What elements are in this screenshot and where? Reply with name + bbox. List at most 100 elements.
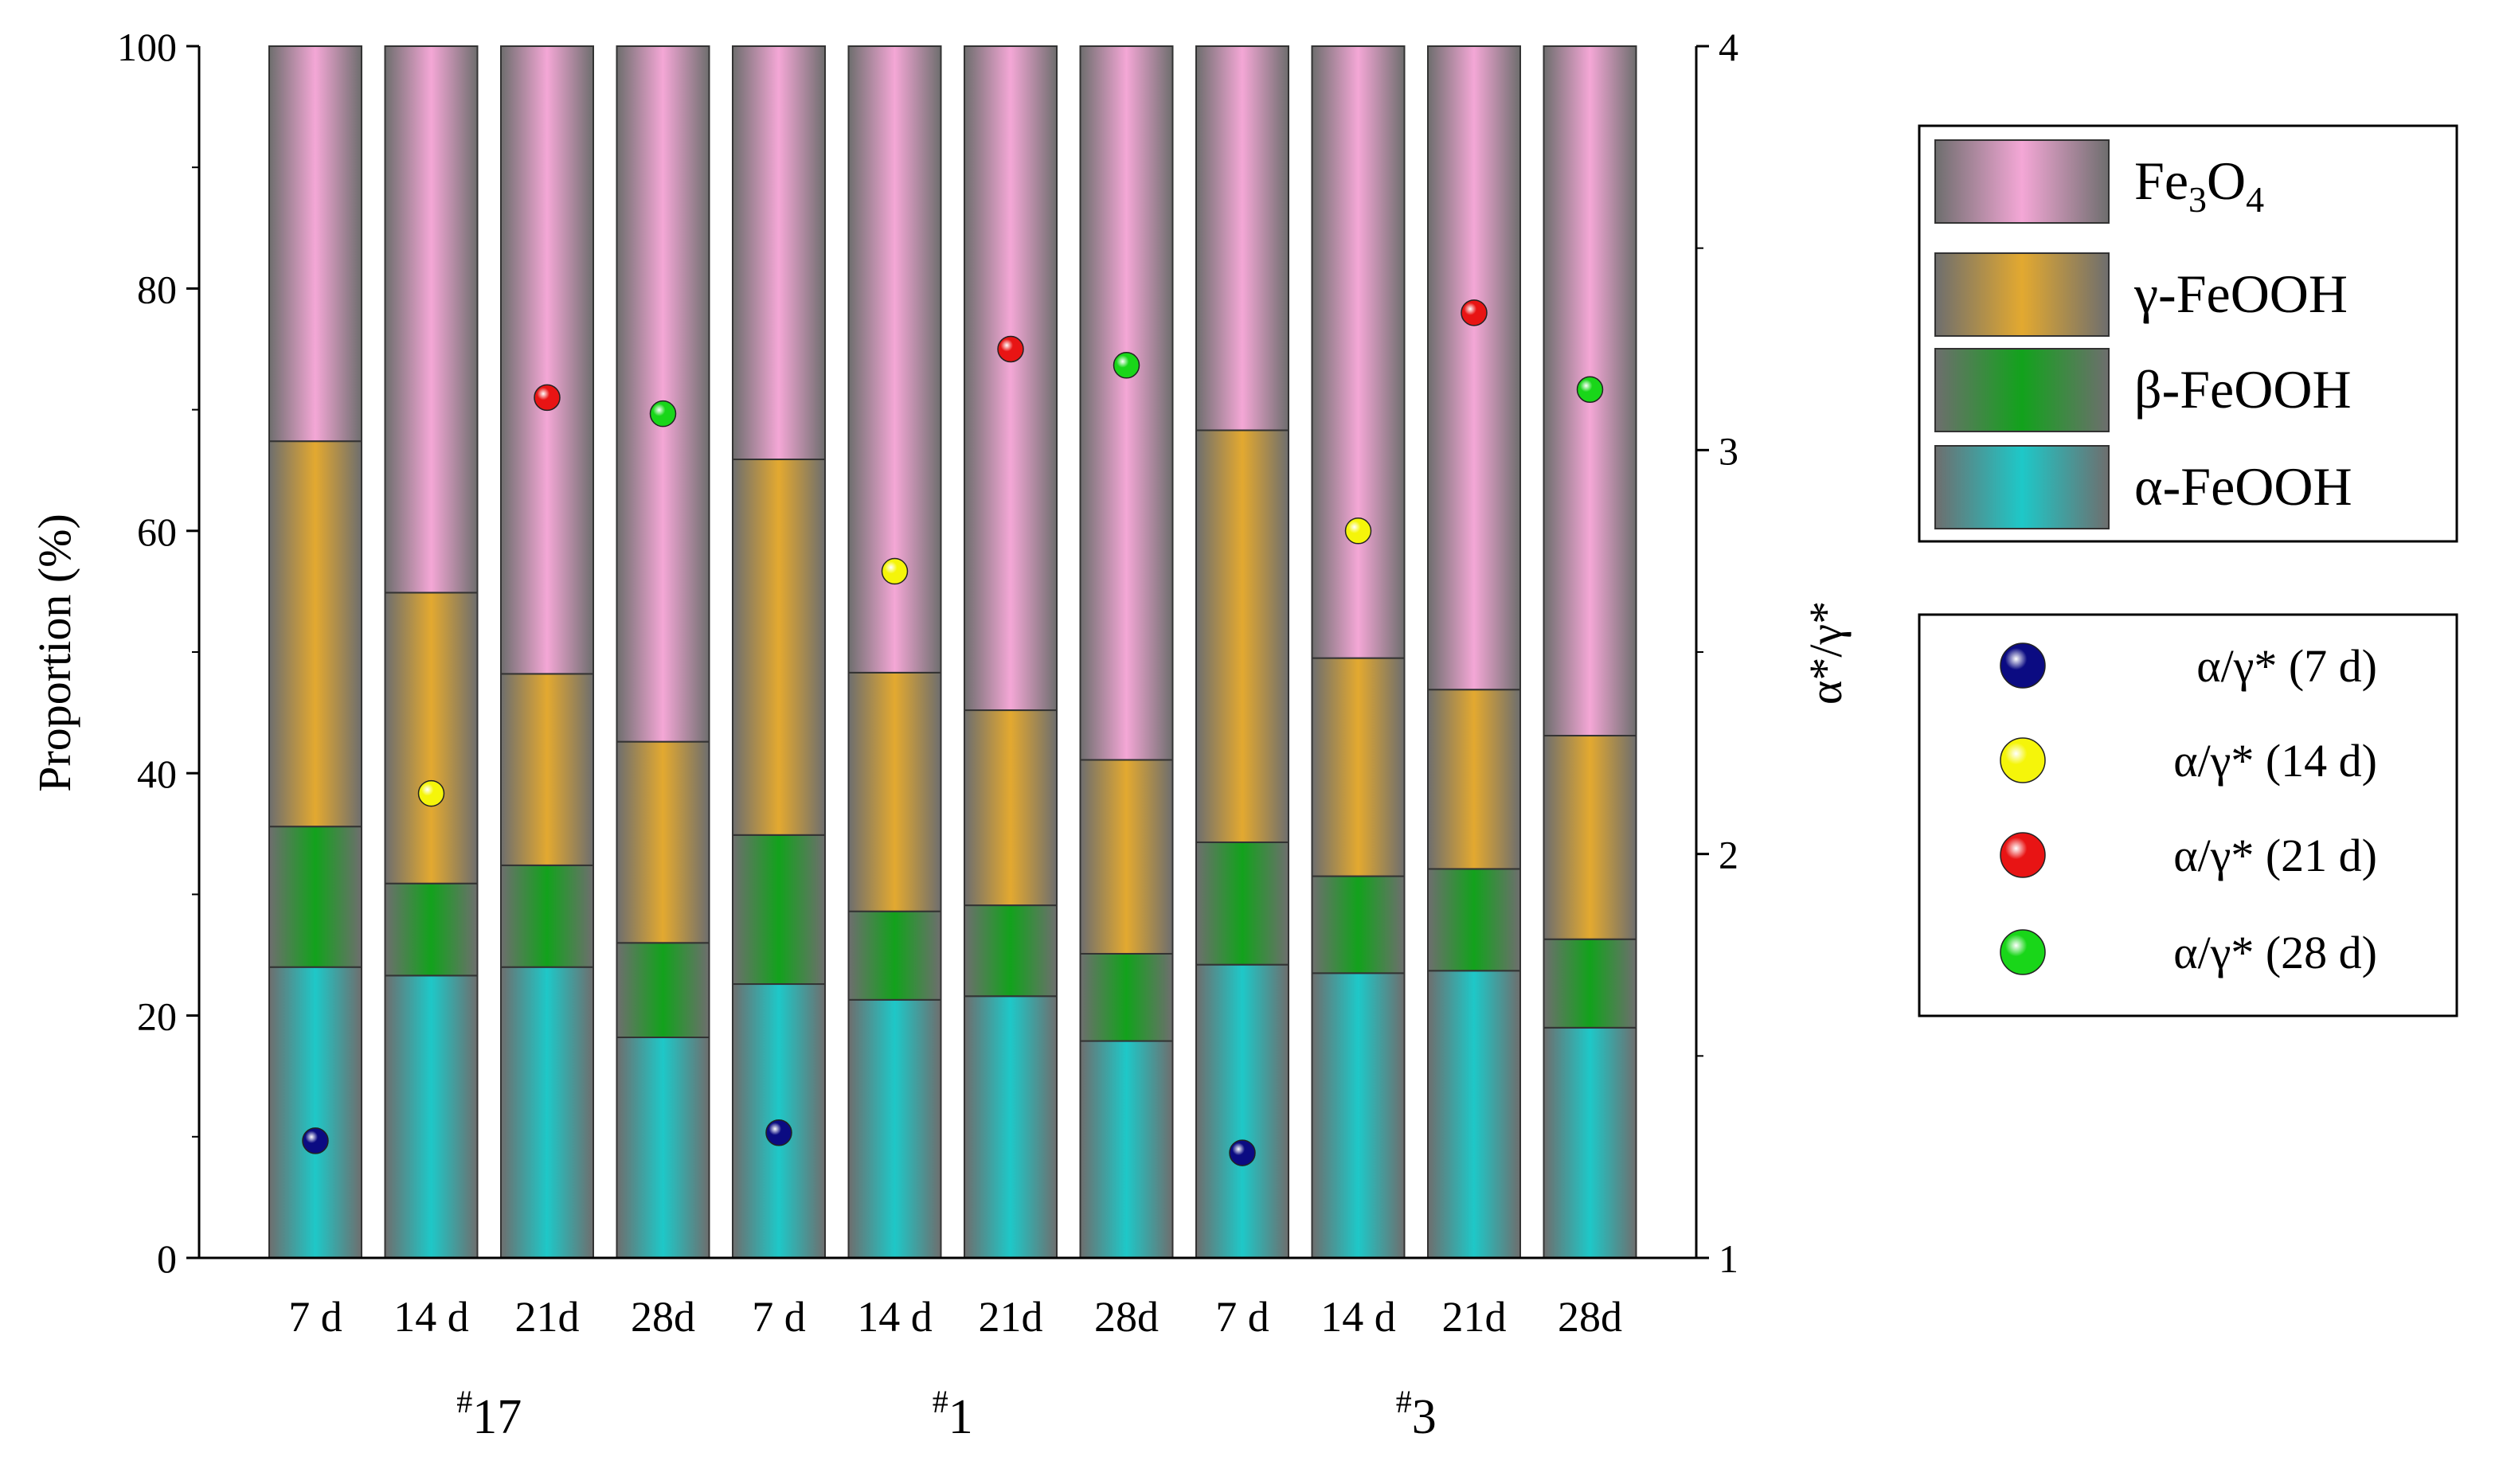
bar-segment	[616, 740, 710, 944]
bar-segment	[1311, 972, 1406, 1259]
y-tick-label: 80	[137, 267, 177, 311]
bar-segment	[500, 673, 594, 866]
legend-swatch	[1934, 348, 2110, 432]
bar-segment	[1079, 1040, 1174, 1259]
bar-segment	[268, 966, 362, 1259]
y-axis-label: Proportion (%)	[29, 514, 80, 792]
bar-segment	[847, 671, 942, 912]
bar-segment	[1079, 759, 1174, 955]
legend-ratio-label: α/γ* (28 d)	[2173, 927, 2377, 978]
bar-segment	[268, 45, 362, 443]
y2-tick-label: 4	[1719, 25, 1738, 69]
x-tick-label: 28d	[631, 1293, 695, 1341]
bar-segment	[1543, 938, 1637, 1029]
legend-swatch	[1934, 139, 2110, 224]
right-axis-ticks: 1 2 3 4	[1696, 25, 1738, 1281]
bar-segment	[847, 998, 942, 1259]
bar-segment	[964, 45, 1058, 712]
x-tick-label: 7 d	[288, 1293, 342, 1341]
bar-segment	[1543, 1026, 1637, 1259]
legend-ratio-marker	[2000, 737, 2046, 783]
ratio-point	[1461, 299, 1488, 326]
legend-label: Fe3O4	[2134, 150, 2264, 220]
ratio-legend: α/γ* (7 d) α/γ* (14 d) α/γ* (21 d) α/γ* (28…	[2000, 640, 2377, 978]
legend-label: α-FeOOH	[2134, 456, 2352, 517]
x-tick-label: 14 d	[1320, 1293, 1396, 1341]
bar-segment	[1427, 868, 1521, 972]
x-tick-label: 28d	[1558, 1293, 1622, 1341]
legend-ratio-marker	[2000, 642, 2046, 689]
bar-segment	[964, 995, 1058, 1259]
y-tick-label: 100	[117, 25, 177, 69]
legend-ratio-marker	[2000, 832, 2046, 878]
bar-segment	[384, 974, 479, 1259]
bar-segment	[1311, 875, 1406, 974]
x-tick-label: 21d	[515, 1293, 580, 1341]
bar-segment	[1311, 657, 1406, 877]
bar-segment	[732, 834, 826, 986]
ratio-point	[534, 384, 561, 412]
ratio-point	[1344, 517, 1372, 545]
bar-segment	[1311, 45, 1406, 659]
bar-segment	[616, 1036, 710, 1259]
legend-swatch	[1934, 252, 2110, 337]
group-label: #3	[1396, 1384, 1437, 1444]
y2-tick-label: 1	[1719, 1236, 1738, 1281]
x-tick-label: 14 d	[857, 1293, 933, 1341]
ratio-point	[765, 1119, 792, 1146]
group-labels: #17 #1 #3	[456, 1384, 1437, 1444]
bar-segment	[1195, 841, 1289, 966]
bar-segment	[384, 882, 479, 977]
bar-segment	[500, 966, 594, 1259]
bar-segment	[500, 45, 594, 675]
x-tick-label: 7 d	[1215, 1293, 1269, 1341]
ratio-point	[1576, 376, 1604, 403]
y2-tick-label: 3	[1719, 428, 1738, 473]
y-tick-label: 0	[157, 1236, 177, 1281]
bar-segment	[384, 592, 479, 885]
y-tick-label: 60	[137, 510, 177, 554]
bar-segment	[847, 910, 942, 1001]
y-tick-label: 20	[137, 994, 177, 1039]
ratio-point	[997, 335, 1024, 363]
legend-label: β-FeOOH	[2134, 359, 2352, 420]
x-tick-label: 21d	[1442, 1293, 1507, 1341]
x-tick-label: 28d	[1094, 1293, 1159, 1341]
bar-segment	[964, 904, 1058, 998]
y2-axis-label: α*/γ*	[1800, 601, 1852, 705]
bar-segment	[964, 709, 1058, 907]
bar-segment	[384, 45, 479, 594]
bars-layer	[268, 45, 1637, 1259]
bar-segment	[732, 45, 826, 461]
legend-ratio-label: α/γ* (7 d)	[2196, 640, 2377, 692]
bar-segment	[616, 942, 710, 1038]
legend-ratio-label: α/γ* (21 d)	[2173, 830, 2377, 881]
ratio-point	[417, 779, 445, 807]
ratio-point	[649, 400, 677, 428]
bar-segment	[732, 459, 826, 836]
component-legend: Fe3O4 γ-FeOOH β-FeOOH α-FeOOH	[1934, 139, 2352, 529]
bar-segment	[1427, 689, 1521, 870]
group-label: #17	[456, 1384, 522, 1444]
bar-segment	[1079, 952, 1174, 1042]
bar-segment	[1195, 429, 1289, 843]
bar-segment	[1427, 970, 1521, 1259]
left-axis-ticks: 0 20 40 60 80 100	[117, 25, 199, 1281]
bar-segment	[1427, 45, 1521, 691]
bar-segment	[616, 45, 710, 743]
bar-segment	[268, 440, 362, 828]
x-tick-label: 7 d	[752, 1293, 806, 1341]
bar-segment	[268, 826, 362, 968]
bar-segment	[1543, 735, 1637, 940]
bar-segment	[500, 864, 594, 968]
ratio-point	[881, 557, 909, 585]
legend-ratio-marker	[2000, 929, 2046, 975]
legend-ratio-label: α/γ* (14 d)	[2173, 735, 2377, 787]
group-label: #1	[933, 1384, 973, 1444]
x-tick-label: 14 d	[393, 1293, 469, 1341]
bar-segment	[1079, 45, 1174, 761]
legend-label: γ-FeOOH	[2133, 264, 2348, 324]
y-tick-label: 40	[137, 752, 177, 796]
x-tick-label: 21d	[979, 1293, 1043, 1341]
bar-segment	[1195, 45, 1289, 432]
